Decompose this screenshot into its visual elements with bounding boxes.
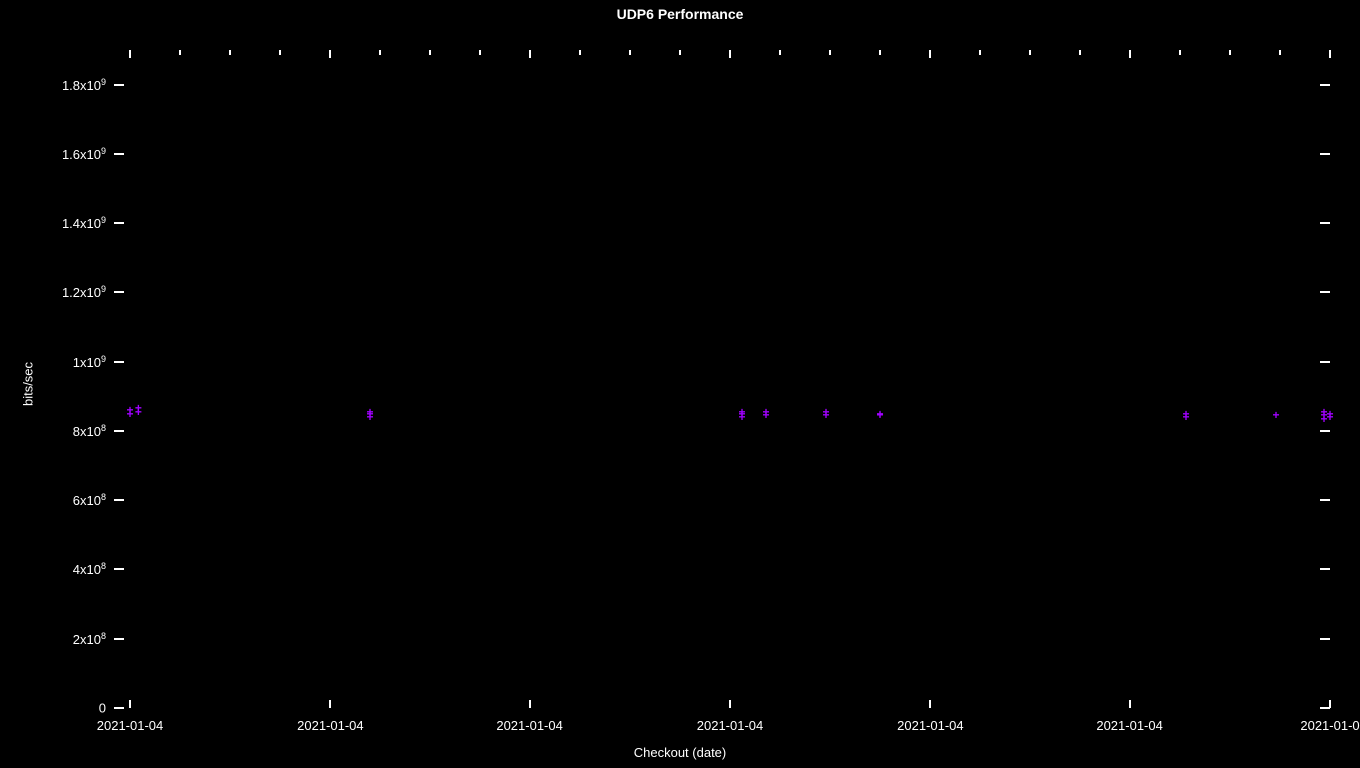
x-minor-tick: [479, 50, 481, 55]
y-tick-mark: [114, 84, 124, 86]
x-minor-tick: [1179, 50, 1181, 55]
y-tick-mark: [1320, 153, 1330, 155]
data-point: +: [135, 402, 142, 414]
y-tick-label: 1.8x109: [62, 76, 106, 92]
x-minor-tick: [979, 50, 981, 55]
x-minor-tick: [279, 50, 281, 55]
y-tick-mark: [1320, 638, 1330, 640]
x-minor-tick: [379, 50, 381, 55]
x-minor-tick: [579, 50, 581, 55]
y-tick-mark: [1320, 568, 1330, 570]
x-tick-label: 2021-01-04: [897, 718, 964, 733]
x-minor-tick: [879, 50, 881, 55]
x-tick-mark: [929, 50, 931, 58]
chart-title: UDP6 Performance: [0, 6, 1360, 22]
data-point: +: [1272, 409, 1279, 421]
x-tick-mark: [929, 700, 931, 708]
x-minor-tick: [1279, 50, 1281, 55]
y-tick-mark: [1320, 361, 1330, 363]
x-tick-mark: [329, 50, 331, 58]
y-tick-label: 1.6x109: [62, 146, 106, 162]
x-tick-mark: [129, 700, 131, 708]
x-tick-label: 2021-01-04: [297, 718, 364, 733]
x-minor-tick: [179, 50, 181, 55]
y-tick-mark: [1320, 291, 1330, 293]
y-tick-mark: [1320, 222, 1330, 224]
x-tick-label: 2021-01-0: [1300, 718, 1359, 733]
x-tick-mark: [1329, 50, 1331, 58]
x-tick-label: 2021-01-04: [97, 718, 164, 733]
x-minor-tick: [829, 50, 831, 55]
y-tick-mark: [114, 153, 124, 155]
y-tick-mark: [1320, 430, 1330, 432]
x-minor-tick: [679, 50, 681, 55]
y-tick-label: 1x109: [73, 354, 106, 370]
x-tick-mark: [1329, 700, 1331, 708]
y-tick-mark: [114, 707, 124, 709]
x-minor-tick: [229, 50, 231, 55]
x-minor-tick: [1029, 50, 1031, 55]
data-point: +: [738, 411, 745, 423]
data-point: +: [126, 404, 133, 416]
x-minor-tick: [629, 50, 631, 55]
data-point: +: [876, 408, 883, 420]
x-minor-tick: [779, 50, 781, 55]
y-tick-label: 0: [99, 701, 106, 716]
data-point: +: [366, 411, 373, 423]
y-tick-mark: [1320, 499, 1330, 501]
data-point: +: [822, 406, 829, 418]
y-tick-mark: [114, 222, 124, 224]
y-tick-label: 2x108: [73, 631, 106, 647]
y-tick-label: 6x108: [73, 492, 106, 508]
x-tick-label: 2021-01-04: [496, 718, 563, 733]
y-tick-label: 8x108: [73, 423, 106, 439]
x-tick-mark: [729, 50, 731, 58]
x-tick-mark: [729, 700, 731, 708]
data-point: +: [762, 406, 769, 418]
y-axis-label: bits/sec: [21, 362, 36, 406]
y-tick-mark: [1320, 84, 1330, 86]
data-point: +: [1326, 408, 1333, 420]
y-tick-mark: [114, 499, 124, 501]
y-tick-mark: [114, 361, 124, 363]
x-tick-label: 2021-01-04: [1096, 718, 1163, 733]
x-tick-label: 2021-01-04: [697, 718, 764, 733]
y-tick-label: 4x108: [73, 561, 106, 577]
x-tick-mark: [329, 700, 331, 708]
x-axis-label: Checkout (date): [0, 745, 1360, 760]
y-tick-label: 1.4x109: [62, 215, 106, 231]
x-minor-tick: [429, 50, 431, 55]
x-tick-mark: [529, 50, 531, 58]
y-tick-label: 1.2x109: [62, 284, 106, 300]
y-tick-mark: [114, 568, 124, 570]
x-tick-mark: [529, 700, 531, 708]
plot-area: 02x1084x1086x1088x1081x1091.2x1091.4x109…: [130, 50, 1330, 708]
y-tick-mark: [114, 638, 124, 640]
data-point: +: [1182, 408, 1189, 420]
y-tick-mark: [114, 430, 124, 432]
x-tick-mark: [1129, 700, 1131, 708]
y-tick-mark: [114, 291, 124, 293]
x-tick-mark: [1129, 50, 1131, 58]
x-minor-tick: [1079, 50, 1081, 55]
x-minor-tick: [1229, 50, 1231, 55]
x-tick-mark: [129, 50, 131, 58]
